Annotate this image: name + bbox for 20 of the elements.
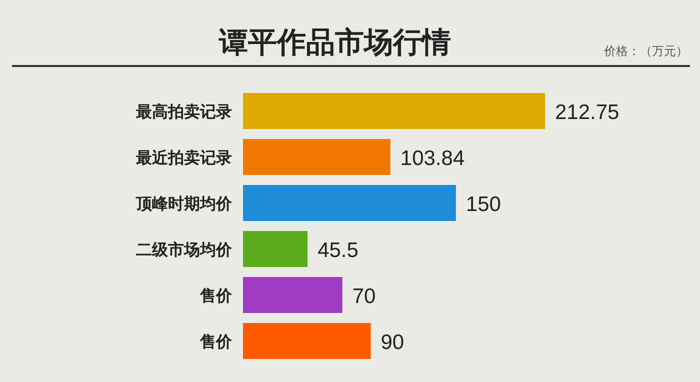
y-tick-label: 售价: [199, 287, 233, 305]
bar: [243, 277, 342, 313]
bar: [243, 323, 371, 359]
y-tick-label: 顶峰时期均价: [135, 195, 233, 213]
data-label: 212.75: [555, 101, 620, 124]
bar: [243, 139, 390, 175]
bar: [243, 185, 456, 221]
y-tick-label: 二级市场均价: [136, 241, 233, 259]
y-tick-label: 最高拍卖记录: [135, 102, 232, 121]
chart-title: 谭平作品市场行情: [218, 26, 451, 59]
data-label: 103.84: [400, 147, 465, 170]
y-tick-label: 售价: [199, 333, 233, 351]
data-label: 45.5: [318, 239, 358, 262]
bar: [243, 93, 545, 129]
data-label: 90: [380, 331, 404, 354]
bar: [243, 231, 308, 267]
data-label: 150: [466, 193, 501, 216]
text: 价格：（万元）: [603, 44, 688, 58]
data-label: 70: [352, 285, 376, 308]
y-tick-label: 最近拍卖记录: [135, 149, 232, 167]
